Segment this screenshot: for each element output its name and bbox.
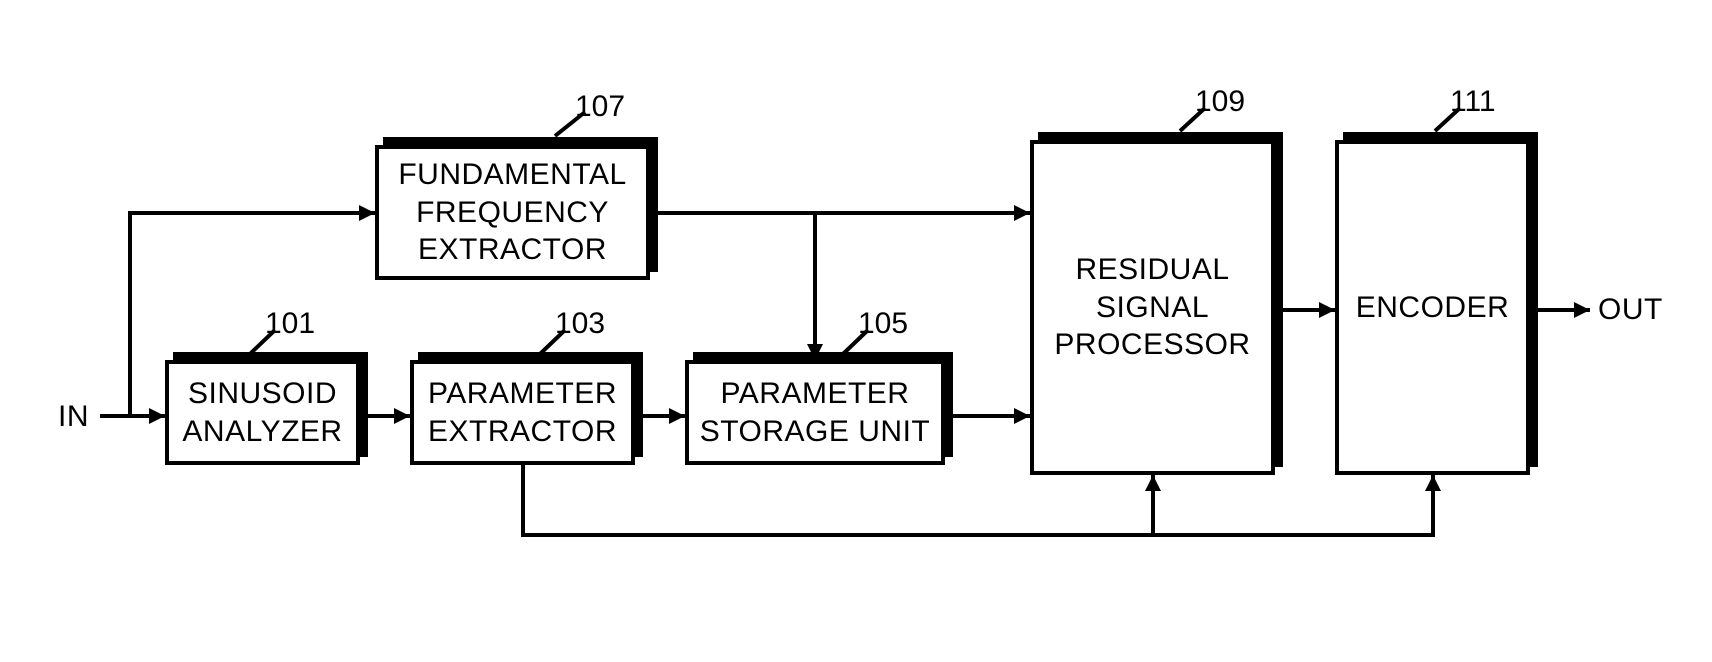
pex-shadow-top bbox=[418, 352, 643, 360]
ffe-ref: 107 bbox=[575, 90, 625, 124]
pex-text: PARAMETER EXTRACTOR bbox=[428, 375, 617, 450]
parameter-storage-unit-box: PARAMETER STORAGE UNIT bbox=[685, 360, 945, 465]
sinusoid-analyzer-box: SINUSOID ANALYZER bbox=[165, 360, 360, 465]
out-label: OUT bbox=[1598, 293, 1663, 327]
sin-shadow-top bbox=[173, 352, 368, 360]
psu-shadow-right bbox=[945, 352, 953, 457]
encoder-box: ENCODER bbox=[1335, 140, 1530, 475]
enc-shadow-right bbox=[1530, 132, 1538, 467]
pex-shadow-right bbox=[635, 352, 643, 457]
rsp-text: RESIDUAL SIGNAL PROCESSOR bbox=[1054, 251, 1250, 364]
ffe-text: FUNDAMENTAL FREQUENCY EXTRACTOR bbox=[398, 156, 626, 269]
enc-ref: 111 bbox=[1450, 85, 1496, 119]
ffe-shadow-right bbox=[650, 137, 658, 272]
residual-signal-processor-box: RESIDUAL SIGNAL PROCESSOR bbox=[1030, 140, 1275, 475]
enc-text: ENCODER bbox=[1356, 289, 1510, 327]
rsp-shadow-top bbox=[1038, 132, 1283, 140]
rsp-ref: 109 bbox=[1195, 85, 1245, 119]
sin-ref: 101 bbox=[265, 307, 315, 341]
pex-ref: 103 bbox=[555, 307, 605, 341]
fundamental-frequency-extractor-box: FUNDAMENTAL FREQUENCY EXTRACTOR bbox=[375, 145, 650, 280]
in-label: IN bbox=[58, 400, 89, 434]
parameter-extractor-box: PARAMETER EXTRACTOR bbox=[410, 360, 635, 465]
block-diagram: IN OUT FUNDAMENTAL FREQUENCY EXTRACTOR 1… bbox=[0, 0, 1712, 662]
psu-text: PARAMETER STORAGE UNIT bbox=[700, 375, 930, 450]
sin-shadow-right bbox=[360, 352, 368, 457]
psu-ref: 105 bbox=[858, 307, 908, 341]
sin-text: SINUSOID ANALYZER bbox=[182, 375, 342, 450]
psu-shadow-top bbox=[693, 352, 953, 360]
enc-shadow-top bbox=[1343, 132, 1538, 140]
rsp-shadow-right bbox=[1275, 132, 1283, 467]
ffe-shadow-top bbox=[383, 137, 658, 145]
